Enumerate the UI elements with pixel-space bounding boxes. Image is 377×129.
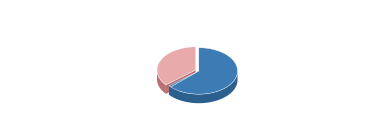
Polygon shape (169, 71, 199, 95)
Polygon shape (166, 70, 196, 94)
Polygon shape (171, 48, 238, 94)
Polygon shape (169, 86, 171, 96)
Polygon shape (171, 71, 238, 103)
Polygon shape (157, 69, 166, 94)
Polygon shape (171, 71, 199, 96)
Polygon shape (171, 71, 199, 96)
Polygon shape (157, 47, 196, 85)
Polygon shape (169, 71, 199, 87)
